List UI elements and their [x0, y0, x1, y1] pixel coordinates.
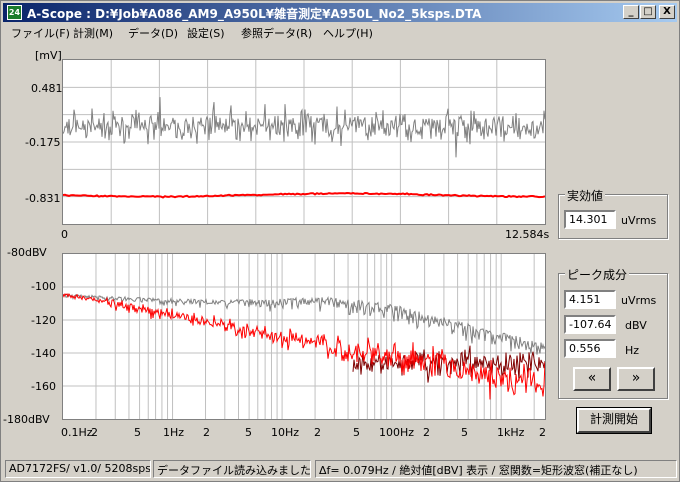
peak-freq-unit: Hz [625, 344, 640, 357]
rms-unit: uVrms [621, 214, 657, 227]
spectrum-chart[interactable] [62, 253, 546, 420]
spectrum-grid [63, 254, 545, 419]
peak-dbv-field[interactable]: -107.64 [564, 315, 616, 334]
time-x-end: 12.584s [505, 228, 550, 241]
start-measure-button[interactable]: 計測開始 [576, 407, 652, 434]
menu-settings[interactable]: 設定(S) [187, 27, 225, 40]
time-y-tick-mid: -0.175 [25, 136, 61, 149]
spec-x-tick: 2 [91, 426, 98, 439]
time-y-tick-top: 0.481 [31, 82, 63, 95]
peak-freq-field[interactable]: 0.556 [564, 339, 616, 358]
time-trace-red [63, 191, 545, 199]
spec-y-tick-4: -160 [31, 380, 56, 393]
menu-file[interactable]: ファイル(F) [11, 27, 70, 40]
time-x-start: 0 [61, 228, 68, 241]
title-bar[interactable]: 24 A-Scope : D:¥Job¥A086_AM9_A950L¥雑音測定¥… [3, 3, 677, 22]
spec-x-tick: 1Hz [163, 426, 185, 439]
menu-help[interactable]: ヘルプ(H) [323, 27, 373, 40]
time-chart[interactable] [62, 59, 546, 225]
spec-x-tick: 2 [423, 426, 430, 439]
spec-x-tick: 5 [353, 426, 360, 439]
spec-x-tick: 100Hz [379, 426, 415, 439]
spec-x-tick: 10Hz [271, 426, 300, 439]
status-bar: AD7172FS/ v1.0/ 5208sps データファイル読み込みました Δ… [3, 459, 679, 480]
spectrum-trace-gray [63, 293, 545, 355]
time-y-tick-bottom: -0.831 [25, 192, 61, 205]
menu-reference-data[interactable]: 参照データ(R) [241, 27, 313, 40]
menu-measure[interactable]: 計測(M) [73, 27, 114, 40]
rms-group-title: 実効値 [565, 187, 606, 204]
spec-y-tick-3: -140 [31, 347, 56, 360]
spec-x-tick: 2 [314, 426, 321, 439]
time-trace-gray [63, 97, 545, 158]
spectrum-chart-svg [63, 254, 545, 419]
status-info: Δf= 0.079Hz / 絶対値[dBV] 表示 / 窓関数=矩形波窓(補正な… [315, 460, 677, 478]
spectrum-trace-red [63, 292, 545, 400]
peak-level-field[interactable]: 4.151 [564, 290, 616, 309]
peak-level-unit: uVrms [621, 294, 657, 307]
spec-y-tick-5: -180dBV [3, 413, 50, 426]
time-y-unit: [mV] [35, 49, 62, 62]
app-icon[interactable]: 24 [7, 5, 22, 20]
peak-group: ピーク成分 4.151 uVrms -107.64 dBV 0.556 Hz «… [558, 266, 668, 399]
prev-peak-button[interactable]: « [573, 367, 611, 391]
spec-x-tick: 5 [134, 426, 141, 439]
spec-x-tick: 2 [539, 426, 546, 439]
spec-x-tick: 5 [461, 426, 468, 439]
spec-x-tick: 0.1Hz [61, 426, 93, 439]
window-title: A-Scope : D:¥Job¥A086_AM9_A950L¥雑音測定¥A95… [27, 7, 482, 21]
spec-x-tick: 2 [203, 426, 210, 439]
maximize-button[interactable]: □ [640, 5, 656, 19]
rms-group: 実効値 14.301 uVrms [558, 187, 668, 239]
menu-bar: ファイル(F) 計測(M) データ(D) 設定(S) 参照データ(R) ヘルプ(… [3, 23, 677, 41]
next-peak-button[interactable]: » [617, 367, 655, 391]
spec-x-tick: 5 [245, 426, 252, 439]
minimize-button[interactable]: _ [623, 5, 639, 19]
rms-value-field[interactable]: 14.301 [564, 210, 616, 229]
spec-y-tick-2: -120 [31, 314, 56, 327]
spec-y-tick-1: -100 [31, 280, 56, 293]
time-chart-svg [63, 60, 545, 224]
menu-data[interactable]: データ(D) [128, 27, 179, 40]
peak-dbv-unit: dBV [625, 319, 647, 332]
peak-group-title: ピーク成分 [565, 266, 630, 283]
status-message: データファイル読み込みました [153, 460, 311, 478]
time-grid [63, 60, 545, 224]
status-device: AD7172FS/ v1.0/ 5208sps [5, 460, 151, 478]
spec-y-tick-0: -80dBV [7, 246, 47, 259]
close-button[interactable]: X [659, 5, 675, 19]
spectrum-trace-darkred [352, 345, 545, 383]
spec-x-tick: 1kHz [497, 426, 525, 439]
